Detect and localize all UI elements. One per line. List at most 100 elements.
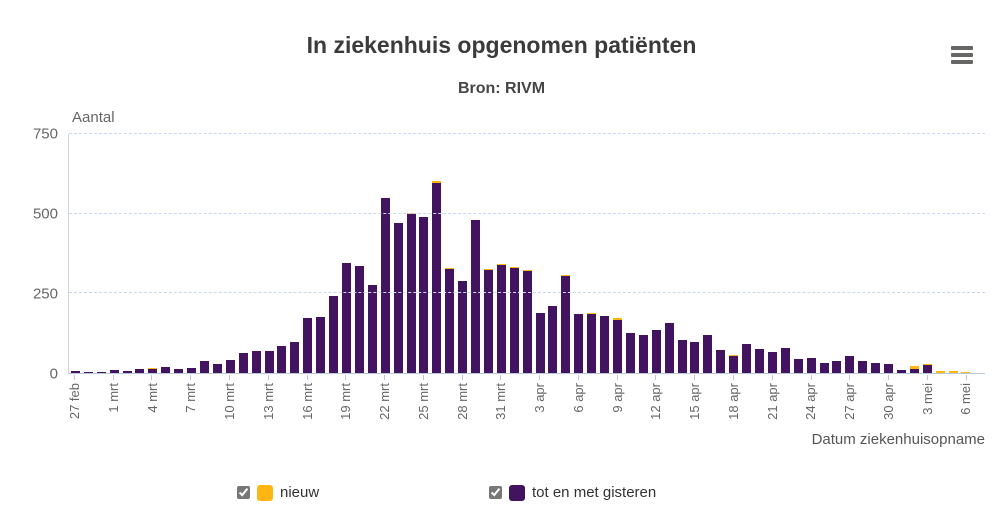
bar-segment-nieuw[interactable] [509, 267, 519, 269]
bar-segment-tot-en-met-gisteren[interactable] [871, 362, 881, 373]
bar-segment-tot-en-met-gisteren[interactable] [613, 319, 623, 373]
bar[interactable] [225, 360, 235, 373]
bar-segment-tot-en-met-gisteren[interactable] [83, 372, 93, 373]
bar[interactable] [70, 371, 80, 373]
bar[interactable] [264, 351, 274, 373]
bar-segment-tot-en-met-gisteren[interactable] [187, 367, 197, 373]
bar[interactable] [677, 339, 687, 373]
bar[interactable] [187, 367, 197, 373]
bar[interactable] [535, 312, 545, 373]
legend-item-nieuw[interactable]: nieuw [237, 484, 319, 501]
bar-segment-tot-en-met-gisteren[interactable] [96, 371, 106, 373]
bar[interactable] [419, 217, 429, 373]
bar-segment-tot-en-met-gisteren[interactable] [432, 182, 442, 373]
bar-segment-tot-en-met-gisteren[interactable] [445, 269, 455, 373]
bar-segment-tot-en-met-gisteren[interactable] [742, 344, 752, 373]
bar[interactable] [200, 361, 210, 373]
bar-segment-tot-en-met-gisteren[interactable] [174, 369, 184, 373]
bar-segment-tot-en-met-gisteren[interactable] [393, 223, 403, 373]
bar[interactable] [729, 354, 739, 373]
bar[interactable] [354, 266, 364, 373]
bar[interactable] [587, 313, 597, 373]
bar[interactable] [819, 363, 829, 373]
bar-segment-tot-en-met-gisteren[interactable] [135, 368, 145, 373]
bar-segment-tot-en-met-gisteren[interactable] [587, 314, 597, 373]
legend-checkbox[interactable] [237, 486, 250, 499]
bar[interactable] [122, 371, 132, 373]
bar[interactable] [445, 268, 455, 373]
bar-segment-nieuw[interactable] [729, 354, 739, 356]
bar-segment-nieuw[interactable] [935, 370, 945, 373]
bar[interactable] [83, 372, 93, 373]
bar-segment-nieuw[interactable] [148, 368, 158, 370]
bar[interactable] [858, 360, 868, 373]
bar-segment-tot-en-met-gisteren[interactable] [148, 369, 158, 373]
bar[interactable] [884, 363, 894, 373]
bar[interactable] [471, 220, 481, 373]
bar-segment-tot-en-met-gisteren[interactable] [277, 346, 287, 373]
bar-segment-tot-en-met-gisteren[interactable] [793, 358, 803, 373]
bar-segment-nieuw[interactable] [483, 268, 493, 270]
bar[interactable] [935, 370, 945, 373]
bar-segment-tot-en-met-gisteren[interactable] [625, 333, 635, 373]
bar[interactable] [922, 363, 932, 373]
bar[interactable] [341, 262, 351, 373]
bar-segment-tot-en-met-gisteren[interactable] [109, 369, 119, 373]
bar[interactable] [316, 317, 326, 373]
bar-segment-tot-en-met-gisteren[interactable] [419, 217, 429, 373]
bar[interactable] [651, 330, 661, 373]
bar[interactable] [613, 318, 623, 373]
bar-segment-tot-en-met-gisteren[interactable] [251, 350, 261, 373]
bar-segment-tot-en-met-gisteren[interactable] [70, 371, 80, 373]
bar-segment-tot-en-met-gisteren[interactable] [225, 360, 235, 373]
bar[interactable] [793, 358, 803, 373]
bar-segment-tot-en-met-gisteren[interactable] [406, 213, 416, 373]
bar[interactable] [703, 334, 713, 373]
bar-segment-nieuw[interactable] [445, 268, 455, 270]
bar[interactable] [948, 370, 958, 373]
bar[interactable] [600, 315, 610, 373]
bar-segment-tot-en-met-gisteren[interactable] [884, 363, 894, 373]
bar[interactable] [832, 361, 842, 373]
bar[interactable] [174, 369, 184, 373]
bar-segment-tot-en-met-gisteren[interactable] [703, 334, 713, 373]
bar[interactable] [522, 269, 532, 373]
bar[interactable] [393, 223, 403, 373]
bar-segment-tot-en-met-gisteren[interactable] [122, 371, 132, 373]
bar-segment-tot-en-met-gisteren[interactable] [780, 348, 790, 373]
legend-item-tot-en-met-gisteren[interactable]: tot en met gisteren [489, 484, 656, 501]
bar-segment-tot-en-met-gisteren[interactable] [922, 364, 932, 373]
bar-segment-tot-en-met-gisteren[interactable] [238, 352, 248, 373]
bar-segment-tot-en-met-gisteren[interactable] [316, 317, 326, 373]
bar-segment-tot-en-met-gisteren[interactable] [600, 315, 610, 373]
bar[interactable] [638, 334, 648, 373]
bar-segment-tot-en-met-gisteren[interactable] [767, 351, 777, 373]
bar[interactable] [909, 366, 919, 373]
bar[interactable] [806, 357, 816, 373]
bar-segment-nieuw[interactable] [613, 318, 623, 320]
bar[interactable] [561, 275, 571, 373]
bar[interactable] [767, 351, 777, 373]
bar[interactable] [509, 267, 519, 373]
bar-segment-tot-en-met-gisteren[interactable] [909, 368, 919, 373]
bar-segment-tot-en-met-gisteren[interactable] [483, 269, 493, 373]
bar[interactable] [96, 371, 106, 373]
bar-segment-nieuw[interactable] [561, 275, 571, 277]
bar-segment-tot-en-met-gisteren[interactable] [471, 220, 481, 373]
bar-segment-tot-en-met-gisteren[interactable] [806, 357, 816, 373]
bar[interactable] [290, 341, 300, 373]
bar-segment-tot-en-met-gisteren[interactable] [819, 363, 829, 373]
bar-segment-tot-en-met-gisteren[interactable] [290, 341, 300, 373]
bar-segment-nieuw[interactable] [496, 263, 506, 265]
bar[interactable] [251, 350, 261, 373]
bar-segment-tot-en-met-gisteren[interactable] [341, 262, 351, 373]
bar-segment-tot-en-met-gisteren[interactable] [548, 305, 558, 373]
bar[interactable] [161, 366, 171, 373]
bar[interactable] [367, 285, 377, 373]
bar[interactable] [148, 368, 158, 373]
bar-segment-tot-en-met-gisteren[interactable] [458, 280, 468, 373]
bar[interactable] [780, 348, 790, 373]
bar[interactable] [277, 346, 287, 373]
bar-segment-tot-en-met-gisteren[interactable] [561, 276, 571, 373]
bar-segment-tot-en-met-gisteren[interactable] [729, 355, 739, 373]
